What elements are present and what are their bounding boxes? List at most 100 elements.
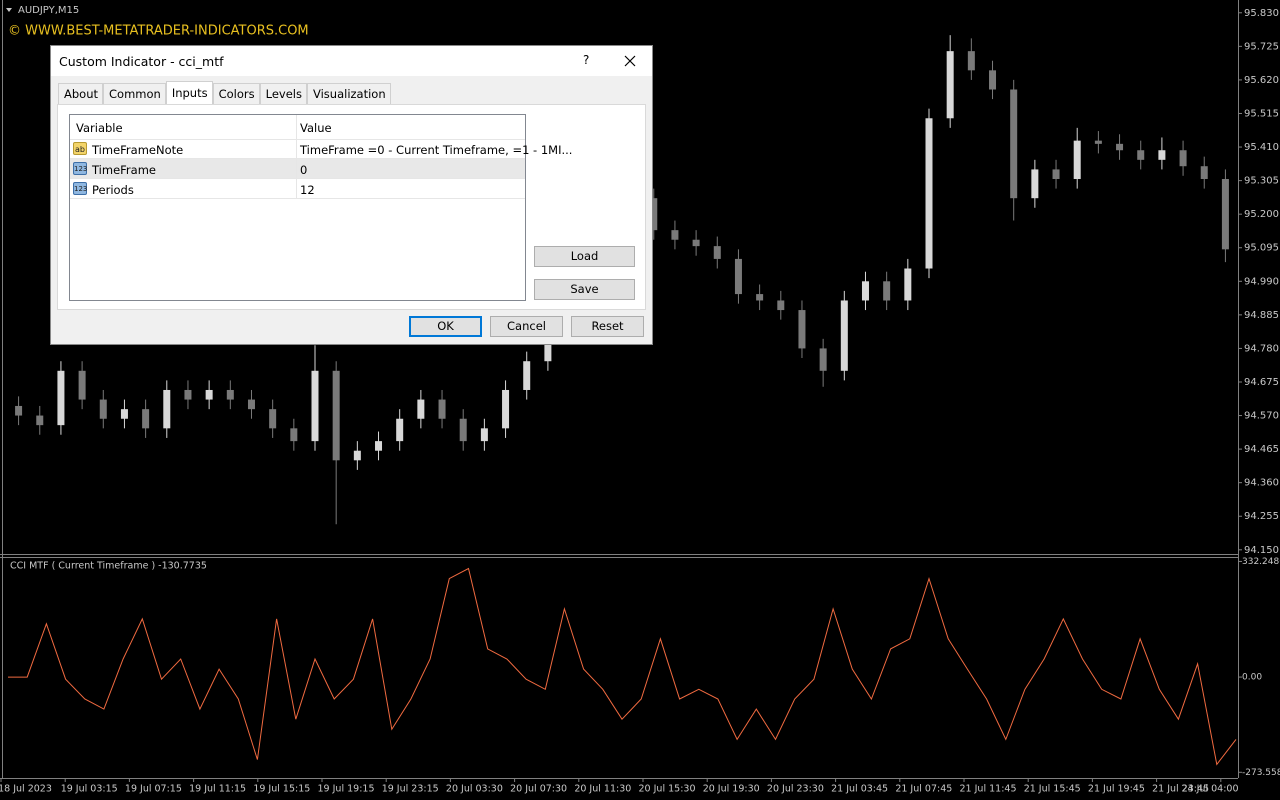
tab[interactable]: Visualization	[306, 83, 391, 104]
cancel-button[interactable]: Cancel	[490, 316, 563, 337]
candle-body	[99, 399, 107, 419]
x-tick-label: 21 Jul 03:45	[831, 784, 888, 795]
candle-body	[78, 370, 86, 400]
candle-body	[332, 370, 340, 461]
candle-body	[57, 370, 65, 426]
candle-body	[904, 268, 912, 301]
x-tick-label: 19 Jul 19:15	[318, 784, 375, 795]
close-button[interactable]	[623, 54, 637, 68]
candle-body	[798, 310, 806, 349]
y-tick-label: 332.2486	[1242, 557, 1280, 567]
title-bar: Custom Indicator - cci_mtf ?	[51, 46, 652, 76]
input-row[interactable]: 123 Periods 12	[70, 179, 525, 199]
candle-body	[353, 450, 361, 461]
x-tick-label: 21 Jul 23:45	[1152, 784, 1209, 795]
candle-body	[226, 389, 234, 400]
candle-body	[1073, 140, 1081, 180]
tab[interactable]: About	[58, 83, 104, 104]
x-tick-label: 19 Jul 07:15	[125, 784, 182, 795]
candle-body	[184, 389, 192, 400]
candle-body	[1200, 166, 1208, 180]
candle-body	[502, 389, 510, 429]
input-row[interactable]: ab TimeFrameNote TimeFrame =0 - Current Ti…	[70, 139, 572, 159]
y-tick-label: 94.465	[1244, 444, 1279, 455]
x-tick-label: 20 Jul 03:30	[446, 784, 503, 795]
tab[interactable]: Inputs	[165, 81, 213, 104]
x-tick-label: 21 Jul 11:45	[960, 784, 1017, 795]
y-tick-label: 95.305	[1244, 176, 1279, 187]
candle-body	[1052, 169, 1060, 180]
load-button[interactable]: Load	[534, 246, 635, 267]
watermark: © WWW.BEST-METATRADER-INDICATORS.COM	[8, 24, 309, 39]
candle-body	[734, 258, 742, 295]
candle-body	[375, 441, 383, 451]
candle-body	[819, 348, 827, 371]
candle-body	[1221, 179, 1229, 250]
x-tick-label: 19 Jul 23:15	[382, 784, 439, 795]
candle-body	[205, 389, 213, 400]
variable-value[interactable]: 0	[300, 163, 308, 177]
reset-button[interactable]: Reset	[571, 316, 644, 337]
candle-body	[523, 361, 531, 390]
y-tick-label: 94.675	[1244, 377, 1279, 388]
type-icon: 123	[73, 182, 87, 195]
y-tick-label: 95.515	[1244, 108, 1279, 119]
variable-name: TimeFrame	[92, 163, 156, 177]
y-tick-label: -273.558	[1242, 768, 1280, 778]
y-tick-label: 95.725	[1244, 41, 1279, 52]
variable-name: Periods	[92, 183, 134, 197]
dialog-title: Custom Indicator - cci_mtf	[59, 54, 224, 69]
y-tick-label: 94.570	[1244, 411, 1279, 422]
x-tick-label: 19 Jul 15:15	[253, 784, 310, 795]
ok-button[interactable]: OK	[409, 316, 482, 337]
column-header: Value	[300, 121, 332, 135]
x-tick-label: 20 Jul 23:30	[767, 784, 824, 795]
cci-line	[8, 567, 1237, 766]
candle-body	[756, 294, 764, 301]
column-header: Variable	[76, 121, 123, 135]
candle-body	[417, 399, 425, 419]
candle-body	[15, 405, 23, 416]
variable-value[interactable]: TimeFrame =0 - Current Timeframe, =1 - 1…	[300, 143, 573, 157]
candle-body	[396, 418, 404, 442]
tab-strip: About Common Inputs Colors Levels Visualizati…	[58, 81, 391, 104]
x-tick-label: 21 Jul 19:45	[1088, 784, 1145, 795]
candle-body	[946, 51, 954, 119]
type-icon: 123	[73, 162, 87, 175]
variable-value[interactable]: 12	[300, 183, 315, 197]
candle-body	[840, 300, 848, 371]
input-row[interactable]: 123 TimeFrame 0	[70, 159, 525, 179]
candle-body	[459, 418, 467, 442]
candle-body	[1094, 140, 1102, 144]
help-button[interactable]: ?	[583, 53, 590, 67]
y-tick-label: 0.00	[1242, 673, 1262, 683]
x-tick-label: 20 Jul 15:30	[639, 784, 696, 795]
tab[interactable]: Levels	[259, 83, 307, 104]
candle-body	[1158, 150, 1166, 160]
candle-body	[967, 51, 975, 71]
candle-body	[671, 230, 679, 240]
candle-body	[1031, 169, 1039, 199]
y-tick-label: 94.360	[1244, 478, 1279, 489]
candle-body	[311, 370, 319, 442]
y-tick-label: 94.885	[1244, 310, 1279, 321]
candle-body	[269, 409, 277, 429]
candle-body	[142, 409, 150, 429]
candle-body	[120, 409, 128, 419]
symbol-label: AUDJPY,M15	[18, 5, 79, 16]
tab[interactable]: Colors	[212, 83, 260, 104]
x-tick-label: 20 Jul 11:30	[574, 784, 631, 795]
save-button[interactable]: Save	[534, 279, 635, 300]
symbol-menu-arrow[interactable]	[6, 8, 12, 12]
x-tick-label: 21 Jul 15:45	[1024, 784, 1081, 795]
candle-body	[480, 428, 488, 442]
indicator-title: CCI MTF ( Current Timeframe ) -130.7735	[10, 561, 207, 572]
candle-body	[1179, 150, 1187, 167]
candle-body	[1137, 150, 1145, 160]
y-tick-label: 94.150	[1244, 545, 1279, 556]
candle-body	[1116, 143, 1124, 151]
candle-body	[163, 389, 171, 429]
x-tick-label: 24 Jul 04:00	[1182, 784, 1239, 795]
tab[interactable]: Common	[103, 83, 166, 104]
